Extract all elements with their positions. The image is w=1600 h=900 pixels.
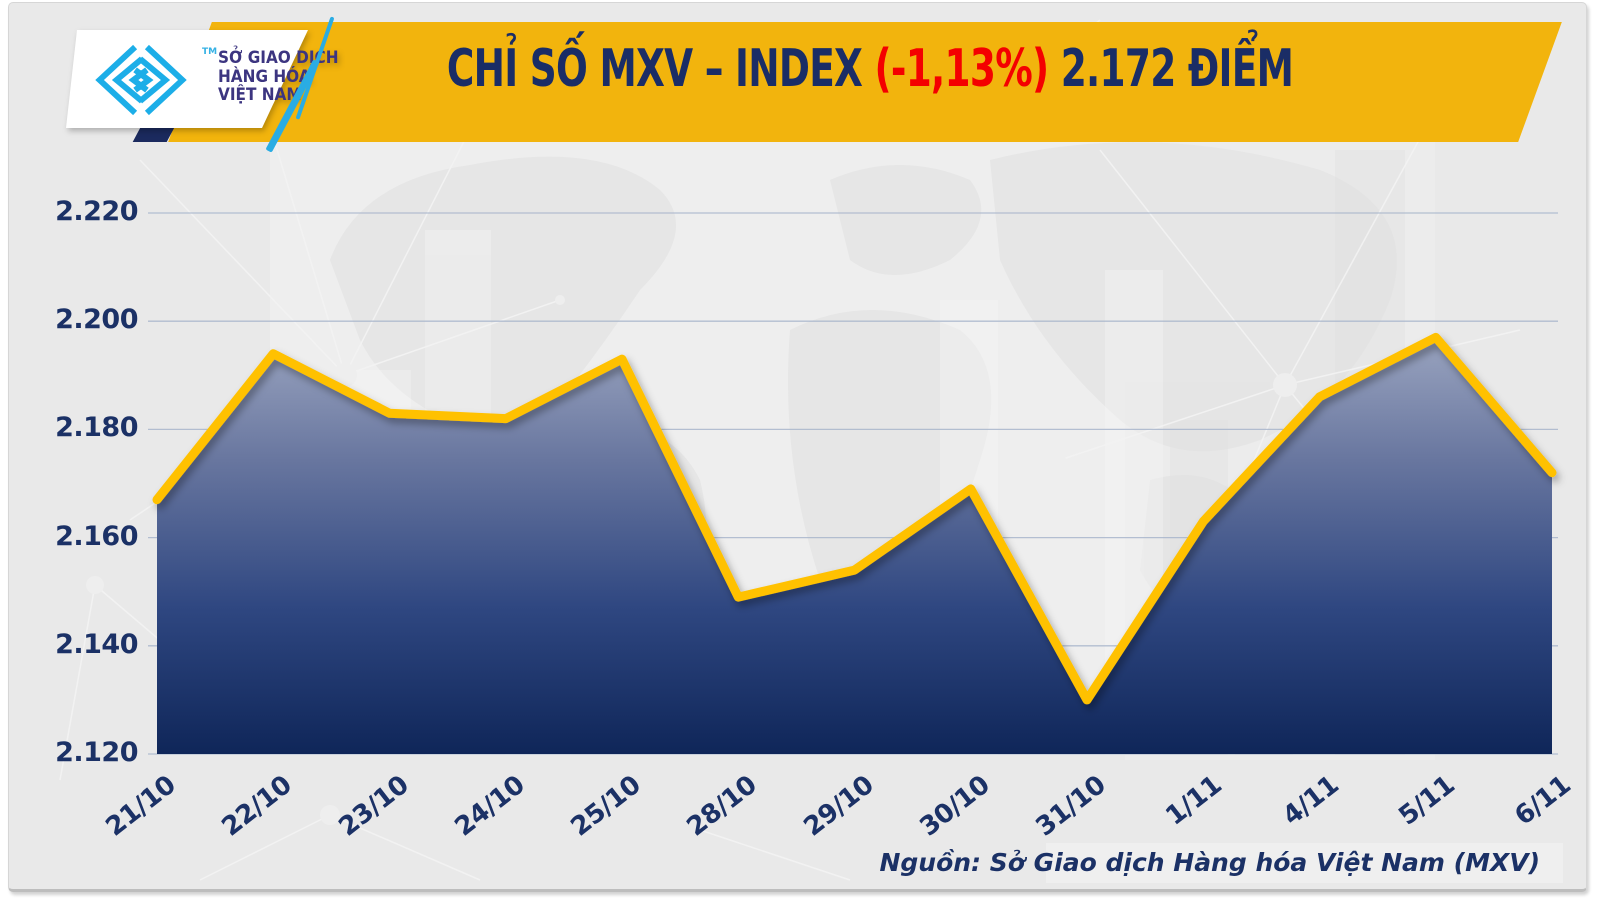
mxv-logo: TM SỞ GIAO DỊCH HÀNG HÓA VIỆT NAM: [60, 25, 339, 131]
y-tick-label: 2.120: [55, 737, 138, 768]
trademark-label: TM: [202, 47, 218, 57]
y-tick-label: 2.200: [55, 304, 138, 336]
y-tick-label: 2.220: [55, 196, 138, 227]
y-tick-label: 2.180: [55, 412, 138, 444]
title-change-percent: (-1,13%): [874, 39, 1050, 99]
logo-text-line3: VIỆT NAM: [218, 85, 302, 106]
title-text: CHỈ SỐ MXV – INDEX: [446, 39, 875, 99]
footer-band: [1046, 843, 1563, 883]
title-value: 2.172 ĐIỂM: [1048, 39, 1294, 99]
y-tick-label: 2.140: [55, 628, 138, 660]
y-tick-label: 2.160: [55, 520, 138, 552]
chart-title: CHỈ SỐ MXV – INDEX (-1,13%) 2.172 ĐIỂM: [388, 39, 1353, 100]
logo-text: SỞ GIAO DỊCH HÀNG HÓA VIỆT NAM: [218, 49, 339, 105]
logo-text-line2: HÀNG HÓA: [218, 66, 311, 87]
source-caption: Nguồn: Sở Giao dịch Hàng hóa Việt Nam (M…: [879, 848, 1540, 877]
mxv-chevron-icon: [95, 44, 187, 116]
